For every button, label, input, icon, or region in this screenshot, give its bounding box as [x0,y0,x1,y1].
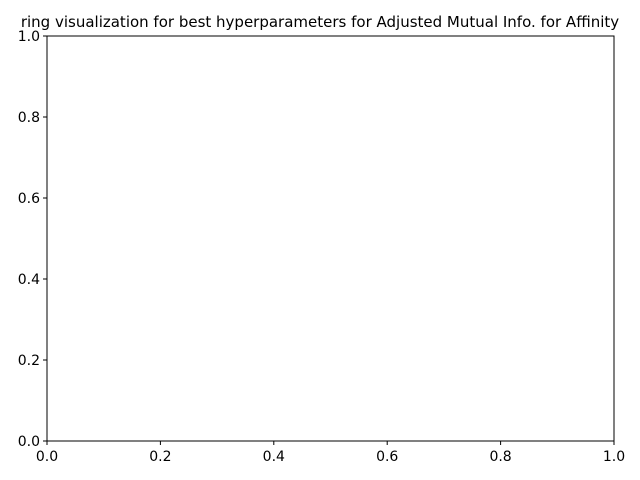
y-tick-label: 0.8 [18,110,40,126]
chart-title: ring visualization for best hyperparamet… [21,13,619,31]
y-tick-label: 0.6 [18,191,40,207]
y-tick-label: 0.2 [18,353,40,369]
x-axis: 0.0 0.2 0.4 0.6 0.8 1.0 [36,441,625,465]
x-tick-label: 1.0 [603,449,625,465]
x-tick-label: 0.6 [376,449,398,465]
y-tick-label: 0.4 [18,272,40,288]
x-tick-label: 0.8 [489,449,511,465]
y-tick-label: 1.0 [18,29,40,45]
x-tick-label: 0.4 [263,449,285,465]
x-tick-label: 0.0 [36,449,58,465]
plot-area [46,35,615,442]
y-axis: 0.0 0.2 0.4 0.6 0.8 1.0 [18,29,47,450]
y-tick-label: 0.0 [18,434,40,450]
x-tick-label: 0.2 [149,449,171,465]
